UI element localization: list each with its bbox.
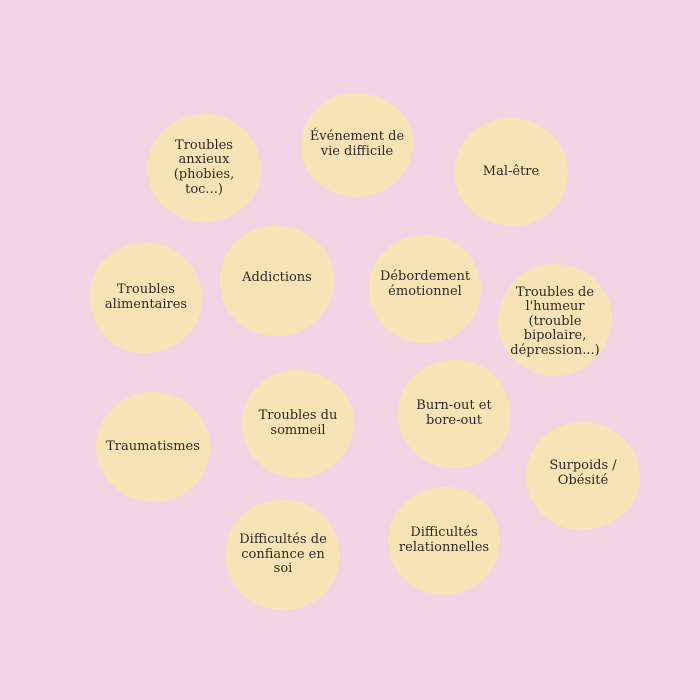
- bubble-debordement-emotionnel: Débordement émotionnel: [369, 235, 481, 343]
- bubble-label: Difficultés relationnelles: [398, 525, 490, 555]
- bubble-label: Débordement émotionnel: [379, 269, 471, 299]
- bubble-label: Traumatismes: [106, 438, 200, 454]
- bubble-mal-etre: Mal-être: [454, 118, 568, 226]
- bubble-troubles-anxieux: Troubles anxieux (phobies, toc...): [147, 114, 261, 222]
- bubble-label: Difficultés de confiance en soi: [239, 532, 327, 577]
- bubble-troubles-alimentaires: Troubles alimentaires: [90, 243, 202, 353]
- bubble-burn-out-et-bore-out: Burn-out et bore-out: [398, 360, 510, 468]
- bubble-troubles-du-sommeil: Troubles du sommeil: [242, 370, 354, 478]
- bubble-addictions: Addictions: [220, 226, 334, 336]
- bubble-label: Mal-être: [482, 163, 540, 179]
- bubble-label: Troubles alimentaires: [104, 282, 188, 312]
- bubble-label: Troubles du sommeil: [258, 408, 338, 438]
- bubble-label: Burn-out et bore-out: [416, 398, 492, 428]
- bubble-difficultes-de-confiance-en-soi: Difficultés de confiance en soi: [226, 500, 340, 610]
- bubble-traumatismes: Traumatismes: [96, 392, 210, 502]
- bubble-label: Troubles de l'humeur (trouble bipolaire,…: [510, 284, 600, 358]
- bubble-label: Addictions: [242, 269, 312, 285]
- bubble-label: Troubles anxieux (phobies, toc...): [173, 137, 235, 197]
- bubble-evenement-de-vie-difficile: Événement de vie difficile: [301, 93, 413, 197]
- bubble-label: Événement de vie difficile: [309, 129, 405, 159]
- bubble-label: Surpoids / Obésité: [549, 458, 617, 488]
- bubble-difficultes-relationnelles: Difficultés relationnelles: [388, 487, 500, 595]
- bubble-troubles-de-l-humeur: Troubles de l'humeur (trouble bipolaire,…: [498, 264, 612, 376]
- bubble-surpoids-obesite: Surpoids / Obésité: [526, 422, 640, 530]
